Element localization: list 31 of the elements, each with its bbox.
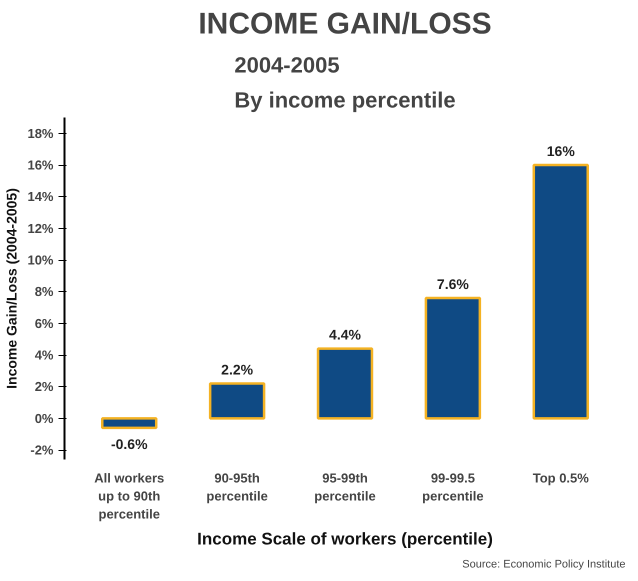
y-tick-label: 18% <box>27 126 54 141</box>
chart-title: INCOME GAIN/LOSS <box>198 8 492 40</box>
y-axis-title: Income Gain/Loss (2004-2005) <box>3 188 20 389</box>
data-label: 16% <box>546 143 576 159</box>
bar <box>316 347 374 420</box>
bar <box>424 296 482 420</box>
chart-subtitle: 2004-2005 By income percentile <box>234 52 456 112</box>
source-note: Source: Economic Policy Institute <box>462 558 626 570</box>
y-tick-label: 6% <box>34 316 54 331</box>
y-tick-label: 16% <box>27 158 54 172</box>
x-tick-label: 90-95th percentile <box>206 470 268 504</box>
x-tick-label: 99-99.5 percentile <box>422 470 484 504</box>
data-label: -0.6% <box>110 436 148 452</box>
x-tick-label: 95-99th percentile <box>314 470 376 504</box>
bar <box>208 382 266 420</box>
data-label: 4.4% <box>329 326 362 343</box>
data-label: 2.2% <box>221 362 254 378</box>
y-tick-label: 14% <box>27 189 54 204</box>
y-tick-label: 8% <box>34 284 54 300</box>
y-tick-label: 2% <box>34 379 54 394</box>
bar <box>101 417 158 430</box>
y-tick-label: 0% <box>34 410 54 426</box>
y-tick-label: 12% <box>27 220 54 236</box>
y-tick-label: -2% <box>30 442 54 458</box>
x-tick-label: All workers up to 90th percentile <box>94 470 164 522</box>
x-axis-title: Income Scale of workers (percentile) <box>197 530 493 548</box>
y-tick-label: 4% <box>34 348 54 362</box>
data-label: 7.6% <box>436 276 470 292</box>
y-tick-label: 10% <box>27 252 54 268</box>
x-tick-label: Top 0.5% <box>532 470 590 486</box>
bar <box>532 164 589 420</box>
